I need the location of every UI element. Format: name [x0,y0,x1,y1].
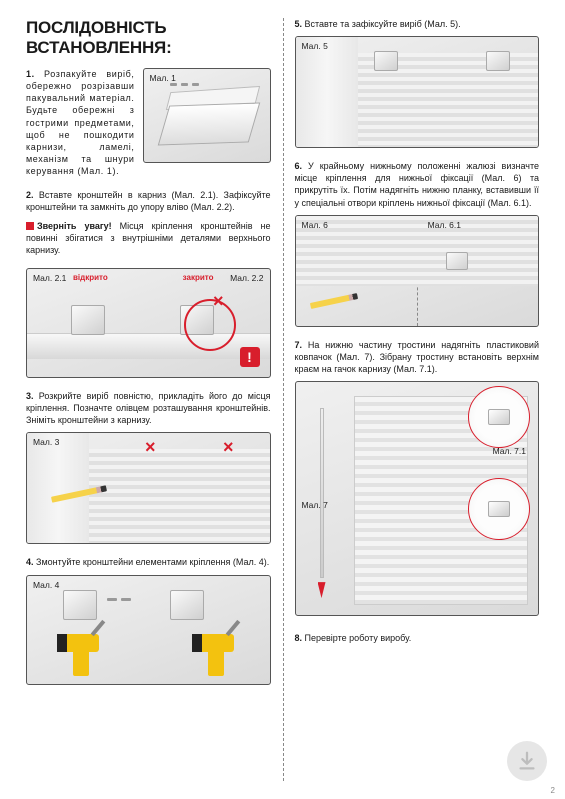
figure-6-label: Мал. 6 [302,220,328,230]
step-1: 1. Розпакуйте виріб, обережно розрізавши… [26,68,271,177]
fig6-clip [446,252,468,270]
fig7-callout-bottom [468,478,530,540]
step-1-num: 1. [26,69,35,79]
left-column: ПОСЛІДОВНІСТЬ ВСТАНОВЛЕННЯ: 1. Розпакуйт… [14,18,283,789]
alert-icon: ! [240,347,260,367]
fig5-bracket-1 [374,51,398,71]
arrow-down-icon [516,750,538,772]
warning-icon [26,222,34,230]
step-2-warn-bold: Зверніть увагу! [37,221,112,231]
drill-icon-2 [178,628,248,682]
step-4-text: 4. Змонтуйте кронштейни елементами кріпл… [26,556,271,568]
step-6-body: У крайньому нижньому положенні жалюзі ви… [295,161,540,207]
step-7-body: На нижню частину тростини надягніть плас… [295,340,540,374]
fig2-x-mark: × [213,291,224,312]
fig7-callout-bottom-detail [488,501,510,517]
figure-5-label: Мал. 5 [302,41,328,51]
fig4-bracket-2 [170,590,204,620]
step-2: 2. Вставте кронштейн в карниз (Мал. 2.1)… [26,189,271,262]
figure-61-label: Мал. 6.1 [422,220,461,230]
figure-5: Мал. 5 [295,36,540,148]
fig6-pencil [309,293,357,309]
figure-closed-label: закрито [183,273,214,282]
figure-71-label: Мал. 7.1 [493,446,526,456]
step-2-warning: Зверніть увагу! Місця кріплення кронштей… [26,220,271,256]
alert-text: ! [247,349,252,365]
page-root: ПОСЛІДОВНІСТЬ ВСТАНОВЛЕННЯ: 1. Розпакуйт… [0,0,565,799]
step-3-text: 3. Розкрийте виріб повністю, прикладіть … [26,390,271,426]
step-5-body: Вставте та зафіксуйте виріб (Мал. 5). [305,19,461,29]
step-8-body: Перевірте роботу виробу. [305,633,412,643]
figure-7: Мал. 7 Мал. 7.1 [295,381,540,616]
fig5-bracket-2 [486,51,510,71]
step-5-num: 5. [295,19,303,29]
right-column: 5. Вставте та зафіксуйте виріб (Мал. 5).… [283,18,552,789]
step-4-body: Змонтуйте кронштейни елементами кріпленн… [36,557,269,567]
fig1-box [157,102,260,145]
fig2-callout-circle [184,299,236,351]
fig4-bracket-1 [63,590,97,620]
figure-2: Мал. 2.1 відкрито закрито Мал. 2.2 × ! [26,268,271,378]
figure-21-label: Мал. 2.1 [33,273,66,283]
fig3-x1: × [145,437,156,458]
step-3-num: 3. [26,391,34,401]
step-8-text: 8. Перевірте роботу виробу. [295,632,540,644]
fig3-x2: × [223,437,234,458]
fig4-screws [107,598,137,606]
step-2-body: Вставте кронштейн в карниз (Мал. 2.1). З… [26,190,271,212]
fig5-wall [296,37,358,147]
step-7-text: 7. На нижню частину тростини надягніть п… [295,339,540,375]
fig3-blinds [89,449,270,543]
figure-7-label: Мал. 7 [302,500,328,510]
step-2-num: 2. [26,190,34,200]
fig3-wall [27,433,89,543]
step-2-text: 2. Вставте кронштейн в карниз (Мал. 2.1)… [26,189,271,213]
step-3-body: Розкрийте виріб повністю, прикладіть йог… [26,391,271,425]
figure-open-label: відкрито [73,273,108,282]
page-number: 2 [551,786,555,795]
step-8-num: 8. [295,633,303,643]
download-arrow-icon [507,741,547,781]
figure-3-label: Мал. 3 [33,437,59,447]
step-6-text: 6. У крайньому нижньому положенні жалюзі… [295,160,540,209]
figure-22-label: Мал. 2.2 [230,273,263,283]
drill-icon-1 [43,628,113,682]
figure-3: Мал. 3 × × [26,432,271,544]
figure-1: Мал. 1 [143,68,271,163]
column-divider [283,18,284,781]
fig2-bracket-open [71,305,105,335]
fig7-callout-top [468,386,530,448]
step-1-text: 1. Розпакуйте виріб, обережно розрізавши… [26,68,135,177]
figure-4: Мал. 4 [26,575,271,685]
fig7-wand-tip [318,582,326,598]
step-6-num: 6. [295,161,303,171]
figure-4-label: Мал. 4 [33,580,59,590]
fig1-parts [170,83,200,91]
step-4-num: 4. [26,557,34,567]
fig7-wand [320,408,324,578]
fig7-callout-top-detail [488,409,510,425]
step-7-num: 7. [295,340,303,350]
step-5-text: 5. Вставте та зафіксуйте виріб (Мал. 5). [295,18,540,30]
figure-6: Мал. 6 Мал. 6.1 [295,215,540,327]
figure-1-label: Мал. 1 [150,73,176,83]
page-title: ПОСЛІДОВНІСТЬ ВСТАНОВЛЕННЯ: [26,18,271,58]
step-1-body: Розпакуйте виріб, обережно розрізавши па… [26,69,135,176]
